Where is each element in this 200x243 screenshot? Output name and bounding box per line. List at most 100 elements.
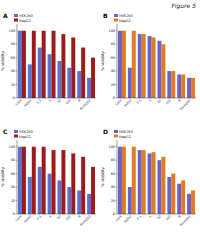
legend-entry: HEK293 xyxy=(14,14,33,18)
y-tick-label: 0 xyxy=(113,212,115,216)
bar xyxy=(157,160,161,214)
x-tick-label: Cont xyxy=(15,214,24,223)
x-tick-label: Cont xyxy=(115,98,124,107)
bar xyxy=(32,147,36,214)
bar xyxy=(161,157,165,214)
bar xyxy=(28,177,32,214)
bar xyxy=(138,34,142,98)
bar xyxy=(48,174,52,214)
x-tick-label: 100 xyxy=(165,98,172,105)
bar xyxy=(77,190,81,214)
bar xyxy=(71,153,75,214)
y-tick-label: 0 xyxy=(13,212,15,216)
bar xyxy=(142,150,146,214)
legend-swatch xyxy=(114,130,118,133)
bar xyxy=(81,48,85,98)
bar xyxy=(122,31,126,98)
legend-swatch xyxy=(14,135,18,138)
bar xyxy=(67,68,71,98)
x-tick-label: 100 xyxy=(165,214,172,221)
x-tick-label: R xyxy=(177,214,182,219)
y-tick-label: 40 xyxy=(111,69,115,73)
bar xyxy=(77,71,81,98)
bar xyxy=(28,64,32,98)
legend-entry: HEK293 xyxy=(114,130,133,134)
x-tick-label: H2O2 xyxy=(123,98,132,107)
x-tick-label: H2O2 xyxy=(23,214,32,223)
bar xyxy=(152,37,156,98)
bar xyxy=(87,194,91,214)
bar xyxy=(167,177,171,214)
legend-swatch xyxy=(14,19,18,22)
panel-title: D xyxy=(103,128,108,135)
x-tick-label: 0.1 xyxy=(36,98,42,104)
y-tick-label: 80 xyxy=(111,158,115,162)
panel: CHEK293HepG2% viability020406080100ContH… xyxy=(0,128,96,227)
bar xyxy=(187,194,191,214)
legend-entry: HepG2 xyxy=(114,19,131,23)
legend-swatch xyxy=(14,14,18,17)
x-tick-label: 10 xyxy=(156,214,162,220)
x-tick-label: 0.1 xyxy=(136,214,142,220)
bar xyxy=(157,41,161,98)
bar xyxy=(128,187,132,214)
panel-title: C xyxy=(3,128,8,135)
x-tick-label: 10 xyxy=(156,98,162,104)
y-tick-label: 40 xyxy=(111,185,115,189)
bars xyxy=(118,147,195,214)
x-tick-label: 1 xyxy=(48,214,52,218)
x-tick-label: R+H2O2 xyxy=(79,98,92,111)
bar xyxy=(57,61,61,98)
legend-label: HepG2 xyxy=(119,135,131,139)
x-tick-label: 10 xyxy=(56,98,62,104)
x-tick-label: R+H2O2 xyxy=(179,214,192,227)
legend-swatch xyxy=(114,135,118,138)
bar xyxy=(142,34,146,98)
bar xyxy=(177,184,181,214)
bar xyxy=(128,68,132,98)
y-tick-label: 60 xyxy=(111,172,115,176)
bar xyxy=(42,147,46,214)
panel: AHEK293HepG2% viability020406080100ContH… xyxy=(0,12,96,111)
y-tick-label: 20 xyxy=(11,83,15,87)
bar xyxy=(148,36,152,98)
legend-label: HEK293 xyxy=(19,14,33,18)
y-tick-label: 0 xyxy=(113,96,115,100)
bar xyxy=(161,44,165,98)
legend-entry: HEK293 xyxy=(114,14,133,18)
y-tick-label: 20 xyxy=(11,199,15,203)
y-tick-label: 60 xyxy=(11,172,15,176)
bar xyxy=(177,74,181,98)
bars xyxy=(18,147,95,214)
bar xyxy=(167,71,171,98)
x-tick-label: H2O2 xyxy=(23,98,32,107)
y-axis xyxy=(17,24,18,98)
y-tick-label: 40 xyxy=(11,69,15,73)
bar xyxy=(138,150,142,214)
y-tick-label: 20 xyxy=(111,199,115,203)
bar xyxy=(42,31,46,98)
legend-swatch xyxy=(114,19,118,22)
panel: DHEK293HepG2% viability020406080100ContH… xyxy=(100,128,196,227)
y-tick-label: 20 xyxy=(111,83,115,87)
bar xyxy=(38,167,42,214)
x-tick-label: 10 xyxy=(56,214,62,220)
y-tick-label: 100 xyxy=(9,145,15,149)
legend-label: HepG2 xyxy=(119,19,131,23)
bar xyxy=(191,78,195,98)
bar xyxy=(181,180,185,214)
x-tick-label: R+H2O2 xyxy=(79,214,92,227)
legend-label: HEK293 xyxy=(119,14,133,18)
bar xyxy=(52,31,56,98)
y-tick-label: 40 xyxy=(11,185,15,189)
x-tick-label: R xyxy=(77,214,82,219)
panel-title: A xyxy=(3,12,8,19)
y-axis xyxy=(117,24,118,98)
panel-title: B xyxy=(103,12,108,19)
bar xyxy=(122,147,126,214)
y-tick-label: 100 xyxy=(9,29,15,33)
y-axis xyxy=(17,140,18,214)
bar xyxy=(52,150,56,214)
bars xyxy=(118,31,195,98)
y-axis-label: % viability xyxy=(100,166,105,187)
